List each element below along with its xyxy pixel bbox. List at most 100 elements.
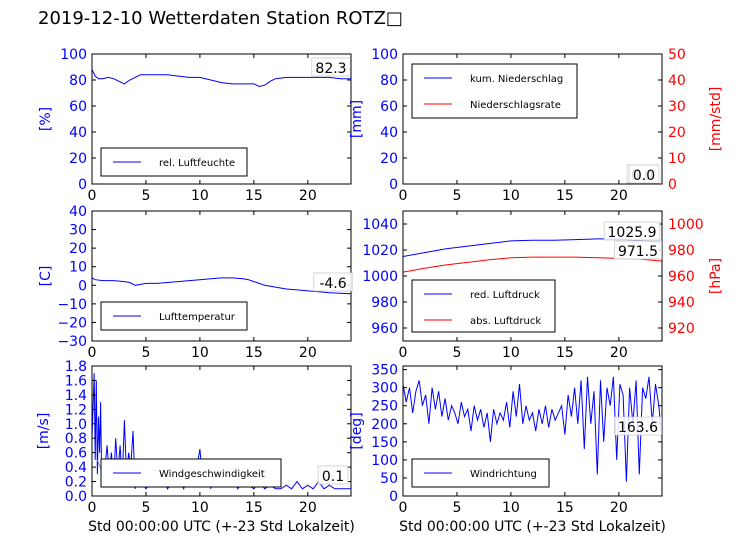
y-tick-label: 10 xyxy=(69,260,87,276)
x-tick-label: 20 xyxy=(610,500,628,516)
y-tick-label: 0 xyxy=(78,177,87,193)
y-tick-label-right: 920 xyxy=(668,321,695,337)
x-tick-label: 10 xyxy=(502,188,520,204)
value-annotation: -4.6 xyxy=(319,276,346,292)
value-annotation-box xyxy=(614,240,662,260)
x-tick-label: 15 xyxy=(245,345,263,361)
axes-frame xyxy=(402,365,663,497)
value-annotation: 1025.9 xyxy=(608,225,657,241)
value-annotation-box xyxy=(614,416,662,436)
legend-label: Windrichtung xyxy=(470,469,537,480)
y-tick-label-right: 20 xyxy=(668,125,686,141)
x-axis-label: Std 00:00:00 UTC (+-23 Std Lokalzeit) xyxy=(88,519,355,535)
y-axis-label: [%] xyxy=(38,107,54,131)
value-annotation: 0.1 xyxy=(322,469,344,485)
x-tick-label: 0 xyxy=(88,188,97,204)
figure-title: 2019-12-10 Wetterdaten Station ROTZ□ xyxy=(38,8,403,29)
series-line-rel-luftfeuchte xyxy=(92,69,351,88)
y-axis-label-right: [hPa] xyxy=(708,258,724,294)
x-tick-label: 5 xyxy=(141,188,150,204)
legend-box xyxy=(100,458,282,488)
y-tick-label-right: 960 xyxy=(668,269,695,285)
y-tick-label-right: 10 xyxy=(668,151,686,167)
legend: rel. Luftfeuchte xyxy=(100,147,248,177)
legend: Windgeschwindigkeit xyxy=(100,458,282,488)
value-annotation-box xyxy=(603,221,661,241)
x-tick-label: 15 xyxy=(556,345,574,361)
y-tick-label: 40 xyxy=(69,125,87,141)
x-tick-label: 0 xyxy=(399,188,408,204)
x-tick-label: 0 xyxy=(399,345,408,361)
y-tick-label: 40 xyxy=(380,125,398,141)
y-tick-label: 100 xyxy=(371,47,398,63)
legend-box xyxy=(411,279,556,333)
y-tick-label: 960 xyxy=(371,321,398,337)
x-tick-label: 5 xyxy=(141,345,150,361)
y-tick-label: 20 xyxy=(69,241,87,257)
y-axis-label-right: [mm/std] xyxy=(708,87,724,152)
value-annotation-box xyxy=(313,272,353,292)
x-tick-label: 15 xyxy=(556,500,574,516)
value-annotation: 163.6 xyxy=(618,420,658,436)
series-line-lufttemperatur xyxy=(92,277,351,295)
chart-windspeed: 0 5 10 15 20 0.00.20.40.60.81.01.21.41.61.8 [m… xyxy=(36,359,355,535)
x-tick-label: 5 xyxy=(141,500,150,516)
series-line-windrichtung xyxy=(403,376,662,482)
x-tick-label: 5 xyxy=(452,188,461,204)
x-tick-label: 20 xyxy=(299,345,317,361)
y-tick-label: 0 xyxy=(78,278,87,294)
y-tick-label: 980 xyxy=(371,295,398,311)
legend-label: rel. Luftfeuchte xyxy=(159,158,235,169)
value-annotation-box xyxy=(628,164,660,184)
value-annotation-box xyxy=(311,57,351,77)
y-tick-label: 250 xyxy=(371,399,398,415)
y-tick-label: 0.8 xyxy=(65,431,87,447)
axes-frame xyxy=(91,365,352,497)
chart-humidity: 0 5 10 15 20 0 20 40 60 80 100 [%] rel. Luftfeuchte 8… xyxy=(38,47,352,204)
legend-label: abs. Luftdruck xyxy=(470,316,541,327)
y-tick-label: 40 xyxy=(69,204,87,220)
legend: Windrichtung xyxy=(411,458,550,488)
chart-precipitation: 0 5 10 15 20 0 20 40 60 80 100 0 10 20 30 40 50 [mm] [mm/s… xyxy=(349,47,724,204)
legend-label: red. Luftdruck xyxy=(470,290,540,301)
x-axis-label: Std 00:00:00 UTC (+-23 Std Lokalzeit) xyxy=(399,519,666,535)
x-tick-label: 0 xyxy=(399,500,408,516)
legend: red. Luftdruck abs. Luftdruck xyxy=(411,279,556,333)
y-tick-label: 100 xyxy=(60,47,87,63)
y-tick-label: 100 xyxy=(371,453,398,469)
x-tick-label: 10 xyxy=(191,500,209,516)
y-tick-label-right: 980 xyxy=(668,243,695,259)
x-tick-label: 20 xyxy=(299,500,317,516)
y-tick-label: 0.4 xyxy=(65,460,87,476)
y-tick-label: 30 xyxy=(69,223,87,239)
y-tick-label-right: 940 xyxy=(668,295,695,311)
y-tick-label: 200 xyxy=(371,417,398,433)
legend-label: Niederschlagsrate xyxy=(470,100,561,111)
legend: kum. Niederschlag Niederschlagsrate xyxy=(411,63,578,119)
axes-frame xyxy=(402,53,663,185)
x-tick-label: 20 xyxy=(299,188,317,204)
y-tick-label: 0.2 xyxy=(65,475,87,491)
y-tick-label-right: 0 xyxy=(668,177,677,193)
y-tick-label: 1040 xyxy=(362,217,398,233)
y-axis-label: [deg] xyxy=(349,412,365,449)
x-tick-label: 15 xyxy=(245,500,263,516)
y-tick-label: 60 xyxy=(380,99,398,115)
x-tick-label: 10 xyxy=(191,345,209,361)
y-tick-label: 0 xyxy=(389,177,398,193)
value-annotation-box xyxy=(317,465,349,485)
value-annotation: 82.3 xyxy=(315,61,346,77)
y-tick-label: 1.0 xyxy=(65,417,87,433)
value-annotation: 971.5 xyxy=(618,244,658,260)
y-tick-label: 60 xyxy=(69,99,87,115)
y-tick-label: 1000 xyxy=(362,269,398,285)
y-tick-label-right: 1000 xyxy=(668,217,704,233)
y-tick-label: 0.6 xyxy=(65,446,87,462)
x-tick-label: 10 xyxy=(502,345,520,361)
y-tick-label: −20 xyxy=(57,315,87,331)
y-tick-label: 150 xyxy=(371,435,398,451)
y-tick-label: 1.2 xyxy=(65,402,87,418)
y-tick-label: 50 xyxy=(380,471,398,487)
